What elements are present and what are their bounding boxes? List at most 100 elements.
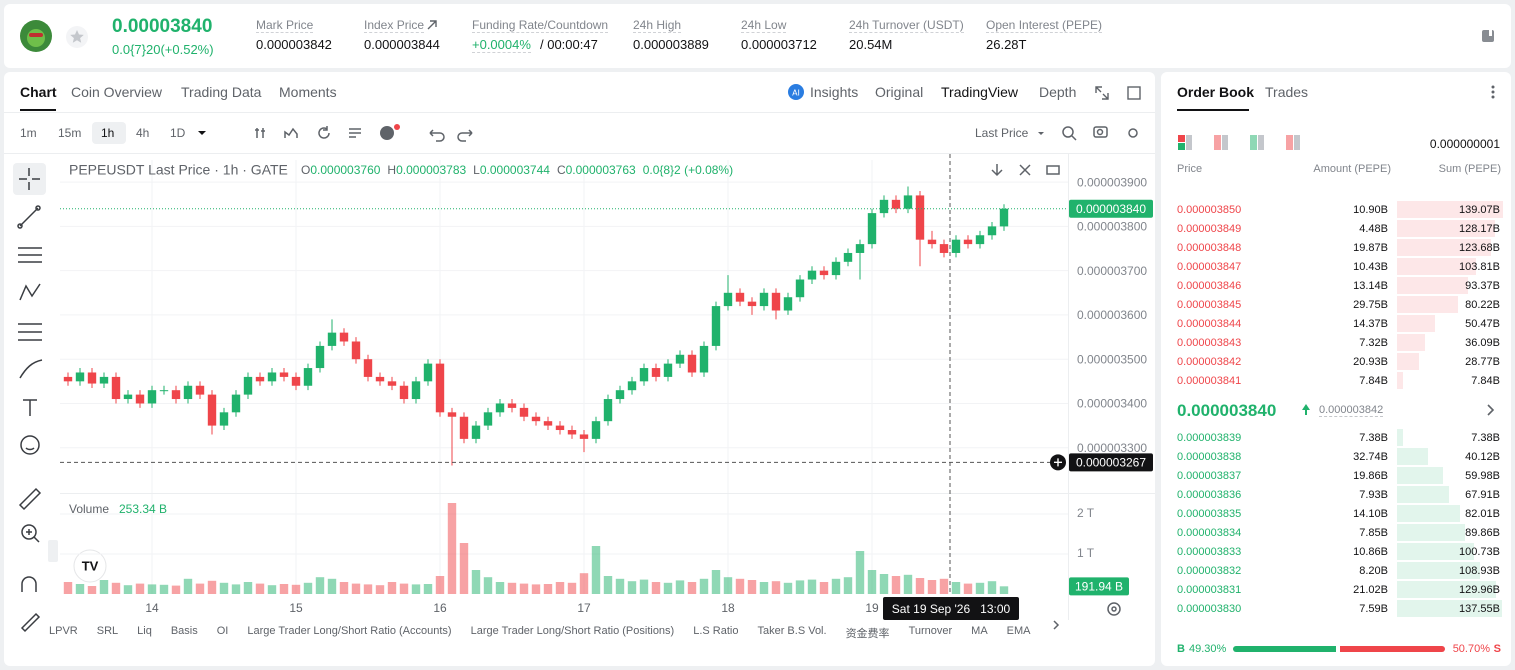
indicator[interactable]: Large Trader Long/Short Ratio (Accounts) — [247, 625, 452, 637]
book-price[interactable]: 0.000003843 — [1177, 337, 1242, 349]
candle-body — [891, 199, 901, 209]
book-price[interactable]: 0.000003836 — [1177, 489, 1242, 501]
indicator[interactable]: SRL — [96, 625, 119, 637]
indicator-add[interactable] — [380, 126, 394, 140]
book-price[interactable]: 0.000003844 — [1177, 318, 1242, 330]
indicator[interactable]: EMA — [1006, 625, 1031, 637]
indicator[interactable]: LPVR — [49, 625, 78, 637]
volume-bar — [783, 582, 793, 594]
book-price[interactable]: 0.000003846 — [1177, 280, 1242, 292]
view-tab[interactable]: Original — [875, 84, 924, 100]
indicator[interactable]: Liq — [137, 625, 152, 637]
scroll-right[interactable] — [1053, 620, 1060, 630]
book-price[interactable]: 0.000003845 — [1177, 299, 1242, 311]
book-layout-icons[interactable] — [1176, 134, 1306, 152]
volume-bar — [711, 570, 721, 594]
candle-body — [219, 412, 229, 426]
volume-bar — [99, 580, 109, 594]
precision-select[interactable]: 0.000000001 — [1429, 137, 1500, 151]
candle-body — [423, 363, 433, 382]
indicator[interactable]: Basis — [170, 625, 198, 637]
volume-bar — [123, 585, 133, 594]
volume-bar — [63, 582, 73, 594]
candle-body — [75, 372, 85, 382]
volume-bar — [891, 576, 901, 594]
candle-body — [927, 239, 937, 245]
collapse-handle[interactable] — [48, 540, 58, 562]
indicator[interactable]: Taker B.S Vol. — [757, 625, 827, 637]
header-menu-icon[interactable] — [1480, 28, 1496, 44]
volume-bar — [135, 583, 145, 594]
book-price[interactable]: 0.000003847 — [1177, 261, 1242, 273]
expand-chevron[interactable] — [1484, 403, 1498, 417]
book-price[interactable]: 0.000003831 — [1177, 584, 1242, 596]
interval-option[interactable]: 4h — [136, 126, 150, 140]
interval-option[interactable]: 1m — [20, 126, 37, 140]
chart-tab[interactable]: Coin Overview — [71, 84, 163, 100]
candle-body — [711, 306, 721, 346]
book-tab[interactable]: Trades — [1265, 84, 1309, 100]
book-price[interactable]: 0.000003833 — [1177, 546, 1242, 558]
indicator[interactable]: Large Trader Long/Short Ratio (Positions… — [470, 625, 675, 637]
favorite-star[interactable] — [65, 25, 89, 49]
stat-label: 24h High — [633, 18, 682, 33]
last-price-label: 0.000003840 — [1076, 202, 1146, 216]
view-tab[interactable]: Depth — [1039, 84, 1077, 100]
external-link-icon[interactable] — [426, 19, 438, 31]
indicator[interactable]: 资金费率 — [845, 628, 890, 640]
volume-bar — [411, 584, 421, 594]
indicator[interactable]: MA — [971, 625, 988, 637]
candle-body — [447, 412, 457, 417]
book-amount: 7.93B — [1359, 489, 1388, 501]
book-price[interactable]: 0.000003835 — [1177, 508, 1242, 520]
view-tab[interactable]: Insights — [810, 84, 859, 100]
book-price[interactable]: 0.000003839 — [1177, 432, 1242, 444]
book-price[interactable]: 0.000003849 — [1177, 223, 1242, 235]
candle-body — [903, 195, 913, 209]
order-book-menu[interactable] — [1486, 83, 1500, 101]
chart-tab[interactable]: Trading Data — [181, 84, 262, 100]
legend-item: C 0.000003763 — [557, 163, 636, 177]
interval-option[interactable]: 1D — [170, 126, 186, 140]
book-price[interactable]: 0.000003848 — [1177, 242, 1242, 254]
candle-body — [771, 292, 781, 311]
book-price[interactable]: 0.000003832 — [1177, 565, 1242, 577]
volume-bar — [339, 582, 349, 594]
book-price[interactable]: 0.000003842 — [1177, 356, 1242, 368]
candle-body — [987, 226, 997, 236]
book-price[interactable]: 0.000003850 — [1177, 204, 1242, 216]
chart-tab[interactable]: Moments — [279, 84, 337, 100]
indicator[interactable]: Turnover — [908, 625, 953, 637]
volume-label: Volume — [69, 502, 109, 516]
candle-body — [663, 363, 673, 377]
candle-body — [339, 332, 349, 342]
ohlc-legend: O 0.000003760 H 0.000003783 L 0.000003744 C 0.0… — [301, 163, 733, 177]
drawing-tools[interactable] — [17, 168, 43, 633]
indicator[interactable]: L.S Ratio — [693, 625, 739, 637]
book-sum: 50.47B — [1465, 318, 1500, 330]
depth-bar — [1397, 543, 1474, 560]
price-type-select[interactable]: Last Price — [975, 126, 1029, 140]
indicator[interactable]: OI — [216, 625, 229, 637]
book-tab[interactable]: Order Book — [1177, 84, 1255, 100]
candle-body — [999, 208, 1009, 227]
y-tick-label: 0.000003900 — [1077, 175, 1147, 189]
interval-option[interactable]: 1h — [101, 126, 115, 140]
panel-controls[interactable] — [1093, 84, 1147, 102]
legend-item: H 0.000003783 — [387, 163, 466, 177]
depth-bar — [1397, 220, 1495, 237]
volume-bar — [219, 582, 229, 594]
chart-tab[interactable]: Chart — [20, 84, 57, 100]
book-price[interactable]: 0.000003841 — [1177, 375, 1242, 387]
dropdown-caret[interactable] — [1038, 132, 1044, 135]
book-amount: 19.86B — [1353, 470, 1388, 482]
book-price[interactable]: 0.000003838 — [1177, 451, 1242, 463]
toolbar-icons[interactable] — [198, 126, 1138, 616]
book-price[interactable]: 0.000003830 — [1177, 603, 1242, 615]
book-price[interactable]: 0.000003837 — [1177, 470, 1242, 482]
interval-option[interactable]: 15m — [58, 126, 82, 140]
book-price[interactable]: 0.000003834 — [1177, 527, 1242, 539]
view-tab[interactable]: TradingView — [941, 84, 1019, 100]
insights-icon: AI — [788, 84, 804, 100]
